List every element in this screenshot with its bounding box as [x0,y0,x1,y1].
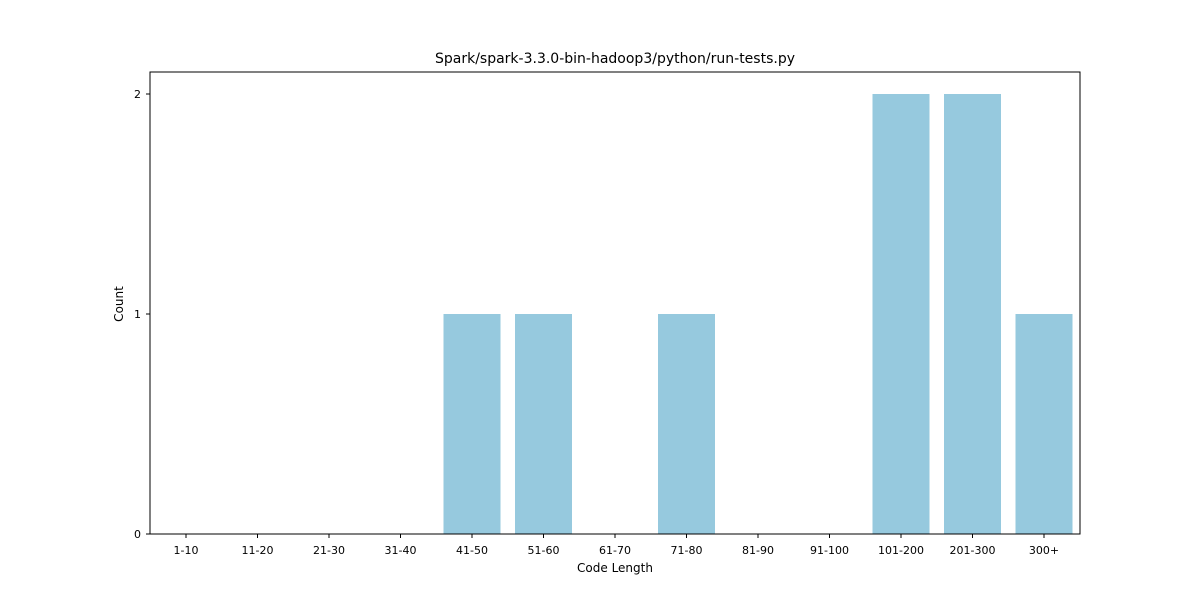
x-tick-label: 101-200 [878,544,924,557]
bar-41-50 [443,314,501,534]
chart-title: Spark/spark-3.3.0-bin-hadoop3/python/run… [435,51,795,67]
x-tick-label: 11-20 [242,544,274,557]
y-ticks: 0 1 2 [134,88,150,541]
x-tick-label: 41-50 [456,544,488,557]
x-tick-label: 300+ [1029,544,1059,557]
y-tick-label: 1 [134,308,141,321]
bar-51-60 [515,314,572,534]
bar-71-80 [658,314,715,534]
x-tick-label: 21-30 [313,544,345,557]
x-tick-label: 81-90 [742,544,774,557]
x-tick-label: 71-80 [671,544,703,557]
y-axis-label: Count [112,286,126,322]
bar-300+ [1015,314,1073,534]
x-ticks: 1-10 11-20 21-30 31-40 41-50 51-60 61-70 71-80 8… [174,534,1059,557]
x-tick-label: 51-60 [528,544,560,557]
plot-frame [149,71,1081,535]
x-tick-label: 61-70 [599,544,631,557]
x-tick-label: 91-100 [810,544,849,557]
x-axis-label: Code Length [577,561,653,575]
y-tick-label: 2 [134,88,141,101]
y-tick-label: 0 [134,528,141,541]
bars-layer [443,94,1073,534]
bar-201-300 [944,94,1001,534]
x-tick-label: 1-10 [174,544,199,557]
x-tick-label: 31-40 [385,544,417,557]
bar-101-200 [872,94,930,534]
x-tick-label: 201-300 [950,544,996,557]
